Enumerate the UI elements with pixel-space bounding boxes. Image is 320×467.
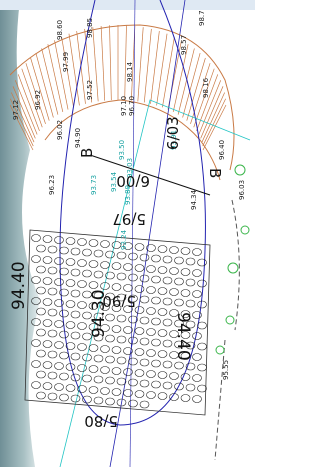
elevation: 98.57 (180, 35, 188, 55)
level: 94.30 (89, 289, 109, 338)
elevation: 98.85 (86, 18, 94, 38)
elevation: 95.55 (222, 360, 230, 380)
chainage: 6/03 (164, 116, 182, 150)
water-elevation: 93.73 (90, 175, 98, 195)
elevation: 98.60 (56, 20, 64, 40)
elevation: 98.7 (198, 10, 206, 26)
level: 94.40 (9, 261, 29, 310)
elevation: 96.92 (34, 90, 42, 110)
elevation: 96.23 (48, 175, 56, 195)
level: 94.40 (173, 312, 193, 361)
elevation: 97.10 (120, 96, 128, 116)
chainage: 6/00 (116, 172, 150, 190)
chainage: 5/80 (84, 412, 118, 430)
elevation: 97.99 (62, 52, 70, 72)
elevation: 98.16 (202, 77, 210, 98)
elevation: 97.12 (12, 100, 20, 120)
section-marker: B (206, 168, 224, 178)
elevation: 96.03 (238, 180, 246, 200)
elevation: 97.52 (86, 80, 94, 100)
section-marker: B (78, 148, 96, 158)
elevation: 98.14 (126, 61, 134, 82)
elevation: 96.70 (128, 96, 136, 116)
water-elevation: 93.24 (120, 229, 128, 250)
chainage: 5/97 (112, 210, 146, 228)
elevation: 96.40 (218, 140, 226, 160)
water-elevation: 93.50 (118, 140, 126, 160)
top-strip (0, 0, 255, 10)
elevation: 94.34 (190, 189, 198, 210)
elevation: 96.02 (56, 120, 64, 140)
site-plan: 98.60 98.85 97.99 98.14 98.57 98.7 97.52… (0, 0, 255, 467)
elevation: 94.90 (74, 128, 82, 148)
